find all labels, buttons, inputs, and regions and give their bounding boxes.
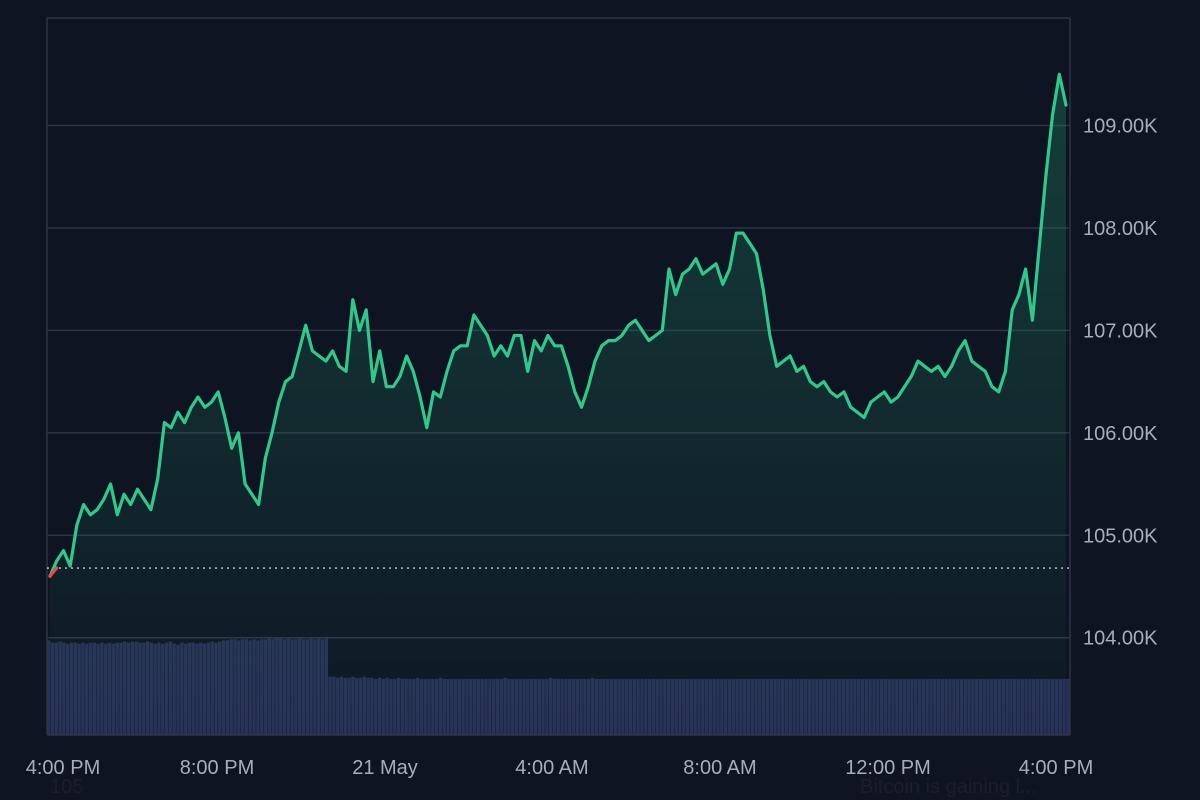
x-tick-label: 4:00 PM	[26, 757, 100, 779]
footer-news-snippet[interactable]: Bitcoin is gaining l...	[860, 776, 1037, 798]
x-tick-label: 8:00 AM	[683, 757, 756, 779]
x-tick-label: 12:00 PM	[845, 757, 931, 779]
volume-bar	[1066, 678, 1070, 735]
y-tick-label: 106.00K	[1083, 423, 1158, 445]
y-tick-label: 104.00K	[1083, 628, 1158, 650]
volume-bar	[47, 640, 51, 735]
price-line-loss-segment	[48, 566, 59, 578]
y-tick-label: 107.00K	[1083, 320, 1158, 342]
y-tick-label: 105.00K	[1083, 525, 1158, 547]
x-tick-label: 21 May	[352, 757, 418, 779]
price-line	[48, 72, 1068, 578]
x-tick-label: 4:00 PM	[1019, 757, 1093, 779]
y-tick-label: 108.00K	[1083, 218, 1158, 240]
x-tick-label: 4:00 AM	[515, 757, 588, 779]
y-tick-label: 109.00K	[1083, 116, 1158, 138]
x-tick-label: 8:00 PM	[180, 757, 254, 779]
price-area-fill	[50, 74, 1066, 736]
footer-left-text: 105	[50, 776, 84, 798]
